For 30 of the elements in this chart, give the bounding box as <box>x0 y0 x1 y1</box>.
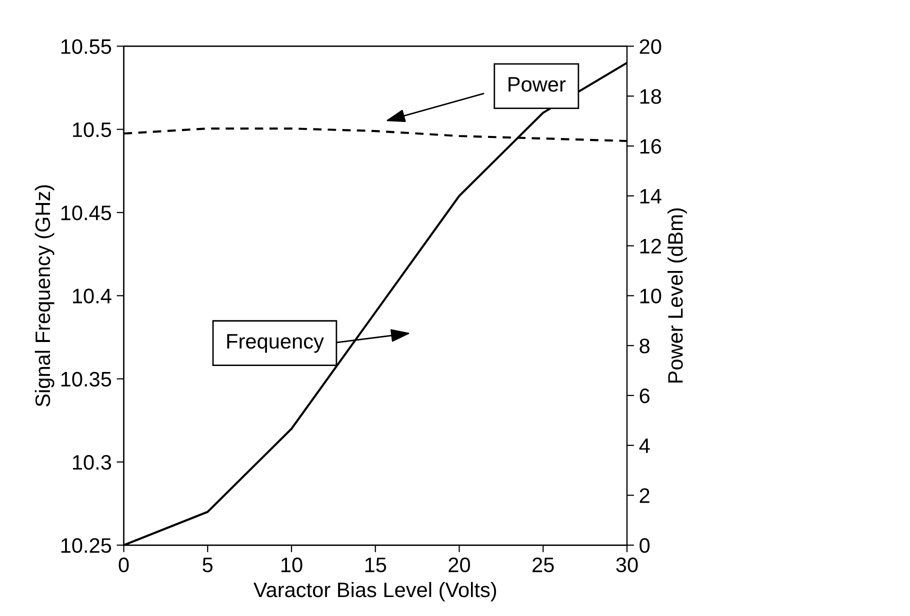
x-tick-label: 30 <box>616 558 638 572</box>
y2-tick-label: 12 <box>640 238 661 254</box>
y-axis-title: Signal Frequency (GHz) <box>34 185 54 406</box>
y2-tick-label: 6 <box>640 388 650 404</box>
y2-tick-label: 2 <box>640 488 650 503</box>
y2-tick-label: 18 <box>640 89 662 104</box>
y2-tick-label: 14 <box>640 189 662 204</box>
y-tick-label: 10.4 <box>73 288 112 304</box>
y-tick-label: 10.25 <box>61 538 112 553</box>
y2-tick-label: 0 <box>640 538 650 553</box>
annotation: Power <box>508 77 566 92</box>
x-tick-label: 5 <box>202 558 213 572</box>
x-tick-label: 10 <box>282 558 302 572</box>
x-tick-label: 0 <box>118 558 129 572</box>
x-tick-label: 20 <box>448 558 470 572</box>
y-tick-label: 10.55 <box>61 39 112 54</box>
y2-tick-label: 20 <box>640 39 662 54</box>
y2-tick-label: 16 <box>640 138 662 154</box>
annotation: Frequency <box>227 334 324 353</box>
y2-axis-title: Power Level (dBm) <box>668 208 687 383</box>
x-axis-title: Varactor Bias Level (Volts) <box>254 582 496 602</box>
x-tick-label: 25 <box>532 558 554 572</box>
y2-tick-label: 10 <box>640 288 662 304</box>
y2-tick-label: 4 <box>639 438 650 453</box>
y2-tick-label: 8 <box>640 338 650 354</box>
y-tick-label: 10.45 <box>61 206 112 220</box>
y-tick-label: 10.35 <box>61 372 112 387</box>
y-tick-label: 10.3 <box>73 455 112 470</box>
x-tick-label: 15 <box>365 558 386 572</box>
y-tick-label: 10.5 <box>73 122 112 138</box>
